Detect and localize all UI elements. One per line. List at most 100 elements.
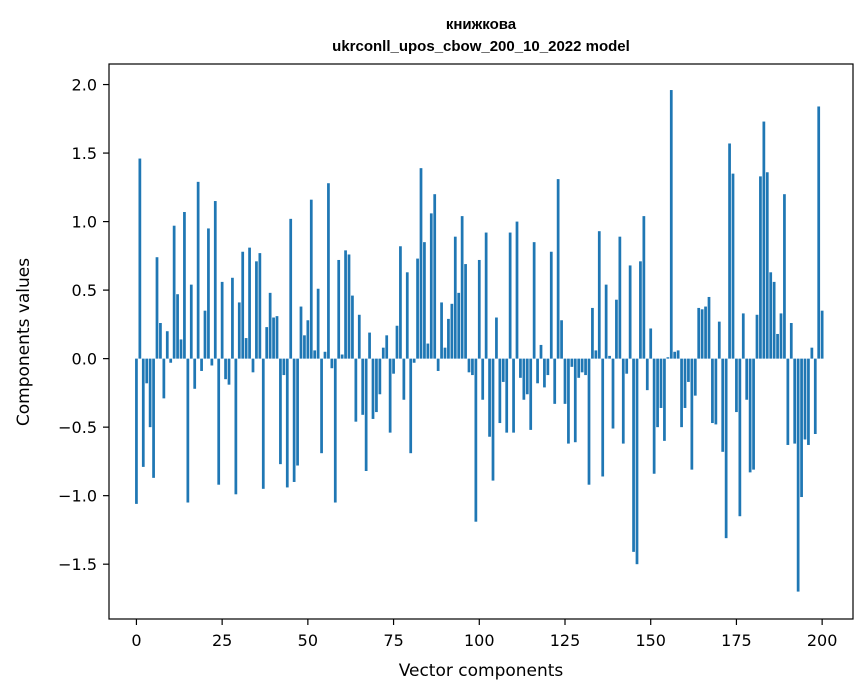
bar-component-114: [525, 358, 529, 395]
bar-component-168: [711, 358, 714, 424]
bar-component-112: [519, 358, 522, 378]
bar-component-184: [765, 172, 769, 359]
y-tick-label: −1.5: [58, 555, 97, 574]
y-tick-label: 0.5: [72, 281, 97, 300]
bar-component-138: [608, 355, 611, 359]
bar-component-37: [261, 358, 265, 489]
bar-component-59: [337, 259, 341, 359]
x-tick-label: 0: [131, 631, 141, 650]
bar-component-36: [258, 253, 262, 359]
bar-component-87: [433, 194, 437, 359]
bar-component-193: [796, 358, 800, 592]
bar-component-178: [745, 358, 749, 400]
bar-component-172: [724, 358, 728, 539]
bar-component-5: [152, 358, 155, 478]
bar-component-92: [450, 303, 454, 359]
bar-component-170: [717, 321, 721, 359]
bar-component-119: [543, 358, 546, 388]
bar-component-111: [515, 221, 519, 359]
y-axis-ticks: −1.5 −1.0 −0.5 0.0 0.5 1.0 1.5 2.0: [58, 76, 109, 574]
bar-component-19: [200, 358, 203, 371]
bar-component-110: [512, 358, 515, 433]
bar-component-169: [714, 358, 718, 425]
bar-component-39: [268, 292, 272, 359]
bar-component-107: [501, 358, 505, 382]
bar-component-63: [351, 295, 354, 359]
bar-component-194: [800, 358, 803, 498]
bar-component-140: [615, 299, 618, 359]
bar-component-86: [429, 213, 433, 359]
plot-frame: [108, 63, 854, 620]
bar-component-177: [741, 313, 745, 359]
bar-component-186: [772, 281, 776, 359]
bar-component-108: [505, 358, 509, 433]
bar-component-162: [690, 358, 694, 470]
bar-component-117: [536, 358, 539, 384]
bar-component-70: [375, 358, 378, 413]
bar-component-132: [587, 358, 591, 485]
bar-component-150: [649, 328, 653, 359]
bar-component-34: [251, 358, 255, 373]
bar-component-32: [244, 338, 248, 359]
bar-component-99: [474, 358, 478, 522]
bar-component-97: [467, 358, 471, 373]
bar-component-83: [419, 168, 423, 359]
bar-component-120: [546, 358, 550, 376]
x-tick-label: 25: [212, 631, 232, 650]
bar-component-103: [488, 358, 491, 437]
y-tick-label: 2.0: [72, 76, 97, 95]
x-axis-ticks: 0 25 50 75 100 125 150 175 200: [131, 619, 837, 650]
y-axis-label: Components values: [14, 258, 34, 426]
bar-component-113: [522, 358, 526, 400]
bar-component-14: [183, 212, 186, 359]
bar-component-118: [539, 344, 543, 359]
bar-component-17: [193, 358, 197, 389]
bar-component-54: [320, 358, 323, 454]
bar-component-128: [573, 358, 577, 443]
bar-component-58: [333, 358, 337, 503]
bar-component-192: [793, 358, 797, 444]
bar-component-16: [189, 284, 193, 359]
bar-component-26: [224, 358, 227, 380]
bar-component-125: [563, 358, 567, 404]
bar-component-135: [597, 231, 601, 359]
x-tick-label: 175: [721, 631, 752, 650]
bar-component-199: [817, 106, 821, 359]
bar-component-173: [728, 143, 731, 359]
bar-component-179: [748, 358, 752, 473]
bar-component-131: [584, 358, 587, 376]
bar-component-152: [656, 358, 659, 428]
bar-component-156: [669, 90, 673, 359]
bar-component-167: [707, 296, 711, 359]
bar-component-161: [687, 358, 690, 382]
bar-component-180: [752, 358, 755, 470]
bar-component-197: [810, 347, 814, 359]
bar-component-101: [481, 358, 485, 400]
bar-component-41: [275, 316, 279, 359]
bar-component-55: [323, 351, 327, 359]
bar-component-27: [227, 358, 231, 385]
bar-component-126: [567, 358, 570, 444]
bar-component-124: [560, 320, 563, 359]
bar-component-29: [234, 358, 238, 495]
bar-component-183: [762, 121, 766, 359]
bar-component-149: [645, 358, 649, 391]
bar-component-11: [172, 225, 176, 359]
bar-component-53: [316, 288, 320, 359]
bar-component-148: [642, 216, 646, 359]
bar-component-20: [203, 310, 207, 359]
bar-component-155: [666, 357, 670, 359]
bar-component-44: [285, 358, 289, 488]
bar-component-188: [779, 313, 783, 359]
bar-component-50: [306, 320, 310, 359]
bar-component-127: [570, 358, 574, 367]
bar-component-60: [340, 354, 344, 359]
bar-component-94: [457, 292, 461, 359]
bar-component-0: [135, 358, 138, 504]
bar-component-3: [145, 358, 149, 384]
bar-component-23: [213, 201, 217, 359]
y-tick-label: −0.5: [58, 418, 97, 437]
bar-component-187: [776, 333, 779, 359]
bar-component-21: [207, 228, 210, 359]
